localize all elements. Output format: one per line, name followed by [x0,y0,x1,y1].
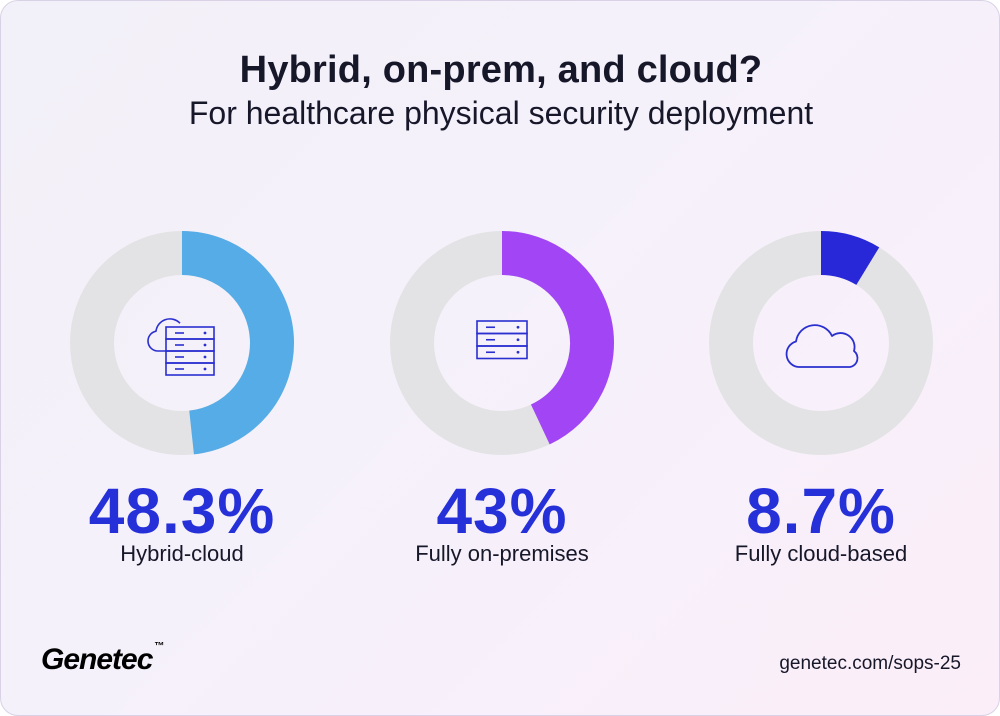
value-label-3: 8.7% [746,475,896,547]
footer-url: genetec.com/sops-25 [779,653,961,674]
donut-slice-fully-on-premises [501,231,614,445]
cloud-server-icon [147,318,215,376]
value-label-2: 43% [436,475,568,547]
cloud-icon [785,324,859,368]
donut-slice-fully-cloud-based [820,231,880,286]
donut-track-3 [709,231,933,455]
chart-title: Hybrid, on-prem, and cloud? [239,49,763,91]
server-icon [476,320,528,360]
category-label-1: Hybrid-cloud [120,541,244,566]
genetec-logo: Genetec ™ [41,641,165,676]
donut-slice-hybrid-cloud [181,231,294,455]
category-label-2: Fully on-premises [415,541,589,566]
category-label-3: Fully cloud-based [734,541,908,566]
value-label-1: 48.3% [88,475,276,547]
chart-subtitle: For healthcare physical security deploym… [188,95,814,131]
